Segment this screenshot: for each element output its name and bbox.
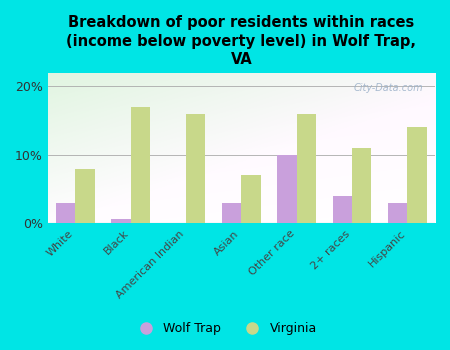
Bar bbox=[388, 203, 407, 223]
Legend: Wolf Trap, Virginia: Wolf Trap, Virginia bbox=[128, 317, 322, 340]
Title: Breakdown of poor residents within races
(income below poverty level) in Wolf Tr: Breakdown of poor residents within races… bbox=[66, 15, 416, 67]
Bar bbox=[241, 175, 261, 223]
Bar bbox=[111, 219, 130, 223]
Bar bbox=[352, 148, 371, 223]
Bar bbox=[407, 127, 427, 223]
Bar bbox=[130, 107, 150, 223]
Bar bbox=[186, 114, 205, 223]
Bar bbox=[76, 169, 95, 223]
Bar bbox=[222, 203, 241, 223]
Bar bbox=[333, 196, 352, 223]
Bar bbox=[297, 114, 316, 223]
Bar bbox=[56, 203, 76, 223]
Text: City-Data.com: City-Data.com bbox=[354, 83, 423, 93]
Bar bbox=[277, 155, 297, 223]
